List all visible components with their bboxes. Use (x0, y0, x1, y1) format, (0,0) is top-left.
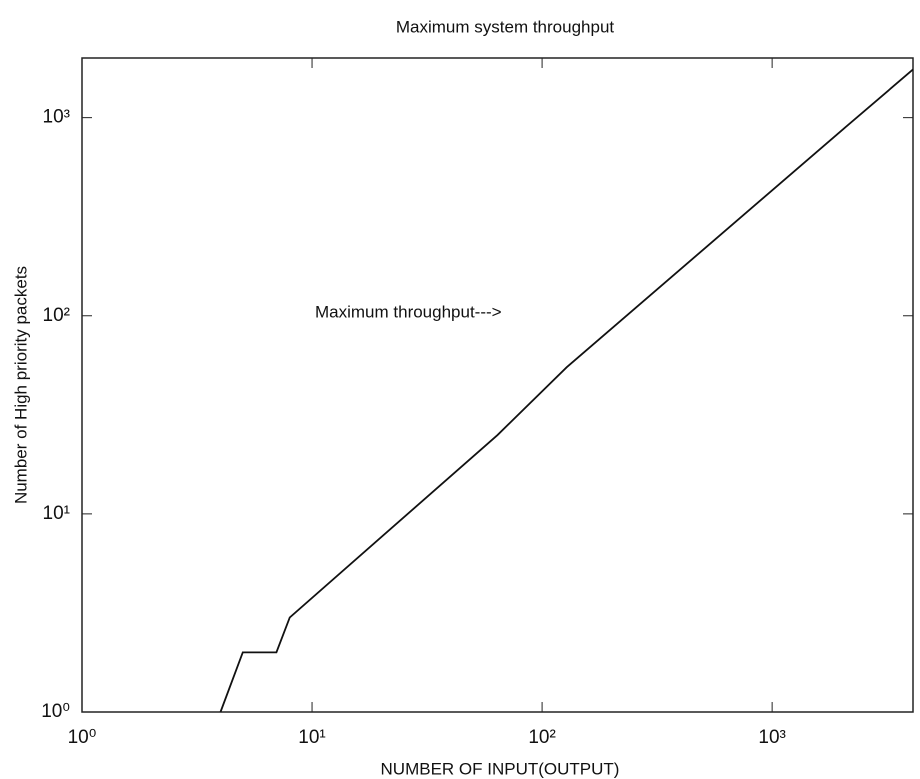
y-tick-label: 10⁰ (41, 701, 70, 722)
annotation: Maximum throughput---> (315, 302, 502, 321)
y-tick-label: 10¹ (43, 503, 70, 524)
y-axis-label: Number of High priority packets (11, 266, 30, 504)
x-tick-label: 10² (528, 727, 555, 748)
y-tick-label: 10³ (43, 107, 70, 128)
x-tick-label: 10¹ (298, 727, 325, 748)
y-tick-label: 10² (43, 305, 70, 326)
x-tick-label: 10⁰ (68, 727, 97, 748)
background (0, 0, 920, 779)
x-axis-label: NUMBER OF INPUT(OUTPUT) (381, 759, 620, 778)
x-tick-label: 10³ (758, 727, 785, 748)
chart-title: Maximum system throughput (396, 17, 615, 36)
chart: Maximum system throughput NUMBER OF INPU… (0, 0, 920, 779)
